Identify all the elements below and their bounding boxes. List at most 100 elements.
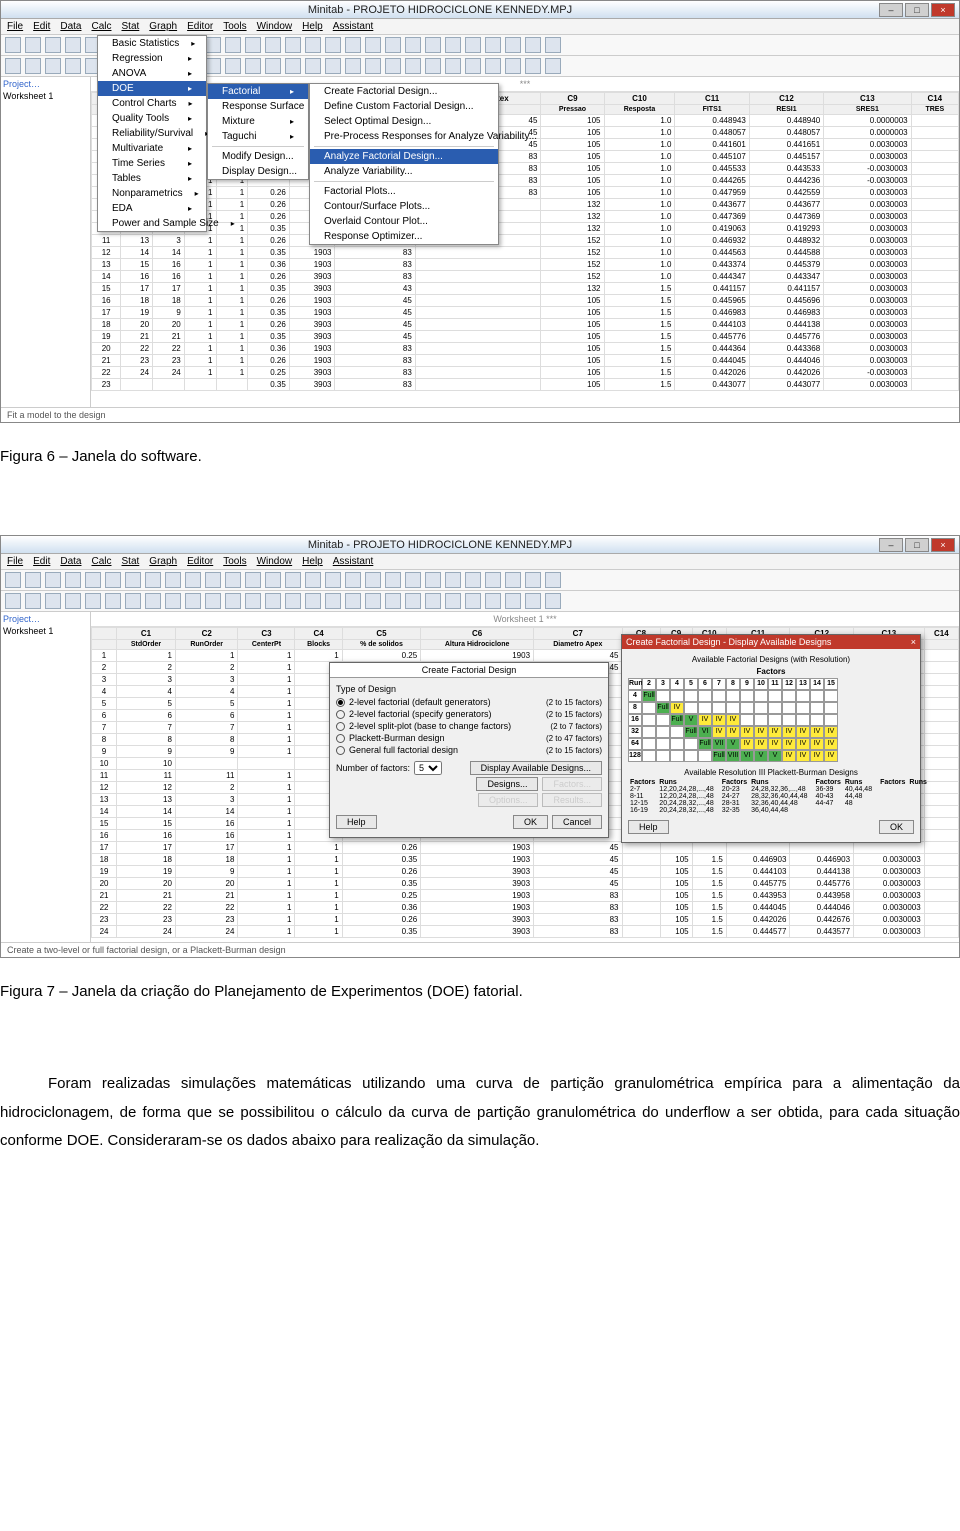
toolbar-icon[interactable] xyxy=(305,58,321,74)
menu-help[interactable]: Help xyxy=(302,21,323,32)
toolbar-icon[interactable] xyxy=(85,572,101,588)
toolbar-icon[interactable] xyxy=(225,58,241,74)
toolbar-icon[interactable] xyxy=(65,593,81,609)
toolbar-icon[interactable] xyxy=(245,572,261,588)
toolbar-icon[interactable] xyxy=(85,593,101,609)
menu-item[interactable]: Regression xyxy=(98,51,206,66)
menu-item[interactable]: Select Optimal Design... xyxy=(310,114,498,129)
menu-window[interactable]: Window xyxy=(257,556,293,567)
toolbar-icon[interactable] xyxy=(205,593,221,609)
close-icon[interactable]: × xyxy=(911,637,916,647)
menu-item[interactable]: Contour/Surface Plots... xyxy=(310,199,498,214)
menu-item[interactable]: Create Factorial Design... xyxy=(310,84,498,99)
toolbar-icon[interactable] xyxy=(5,572,21,588)
menu-item[interactable]: Power and Sample Size xyxy=(98,216,206,231)
toolbar-icon[interactable] xyxy=(125,572,141,588)
toolbar-icon[interactable] xyxy=(105,593,121,609)
toolbar-icon[interactable] xyxy=(165,593,181,609)
design-type-option[interactable]: General full factorial design(2 to 15 fa… xyxy=(336,745,602,755)
toolbar-icon[interactable] xyxy=(225,572,241,588)
toolbar-icon[interactable] xyxy=(385,58,401,74)
menu-item[interactable]: Tables xyxy=(98,171,206,186)
menu-edit[interactable]: Edit xyxy=(33,21,50,32)
menu-stat[interactable]: Stat xyxy=(122,556,140,567)
toolbar-icon[interactable] xyxy=(145,593,161,609)
menubar[interactable]: FileEditDataCalcStatGraphEditorToolsWind… xyxy=(1,554,959,570)
worksheet-item[interactable]: Worksheet 1 xyxy=(3,626,88,636)
toolbar-icon[interactable] xyxy=(45,37,61,53)
toolbar-icon[interactable] xyxy=(65,37,81,53)
toolbar-icon[interactable] xyxy=(485,58,501,74)
menu-data[interactable]: Data xyxy=(60,21,81,32)
toolbar-icon[interactable] xyxy=(5,37,21,53)
toolbar-icon[interactable] xyxy=(285,572,301,588)
menu-item[interactable]: Response Surface xyxy=(208,99,308,114)
toolbar-icon[interactable] xyxy=(25,572,41,588)
toolbar-icon[interactable] xyxy=(305,572,321,588)
help-button[interactable]: Help xyxy=(628,820,669,834)
toolbar-icon[interactable] xyxy=(305,37,321,53)
toolbar-icon[interactable] xyxy=(425,58,441,74)
toolbar-icon[interactable] xyxy=(265,572,281,588)
design-type-option[interactable]: Plackett-Burman design(2 to 47 factors) xyxy=(336,733,602,743)
close-icon[interactable]: × xyxy=(931,538,955,552)
toolbar-icon[interactable] xyxy=(25,58,41,74)
toolbar-icon[interactable] xyxy=(5,593,21,609)
menu-item[interactable]: Taguchi xyxy=(208,129,308,144)
toolbar-icon[interactable] xyxy=(385,37,401,53)
menu-file[interactable]: File xyxy=(7,21,23,32)
worksheet-item[interactable]: Worksheet 1 xyxy=(3,91,88,101)
menu-item[interactable]: Define Custom Factorial Design... xyxy=(310,99,498,114)
close-icon[interactable]: × xyxy=(931,3,955,17)
toolbar-icon[interactable] xyxy=(445,37,461,53)
numfactors-select[interactable]: 5 xyxy=(414,761,442,775)
menu-calc[interactable]: Calc xyxy=(91,21,111,32)
toolbar-icon[interactable] xyxy=(65,572,81,588)
toolbar-icon[interactable] xyxy=(525,37,541,53)
toolbar-icon[interactable] xyxy=(345,58,361,74)
menu-stat[interactable]: Stat xyxy=(122,21,140,32)
toolbar-icon[interactable] xyxy=(185,572,201,588)
toolbar-icon[interactable] xyxy=(385,572,401,588)
menu-item[interactable]: Basic Statistics xyxy=(98,36,206,51)
toolbar-icon[interactable] xyxy=(145,572,161,588)
toolbar-icon[interactable] xyxy=(365,572,381,588)
menu-item[interactable]: DOE xyxy=(98,81,206,96)
doe-submenu[interactable]: FactorialResponse SurfaceMixtureTaguchiM… xyxy=(207,83,309,180)
minimize-icon[interactable]: – xyxy=(879,538,903,552)
options-button[interactable]: Options... xyxy=(478,793,539,807)
maximize-icon[interactable]: □ xyxy=(905,3,929,17)
menu-data[interactable]: Data xyxy=(60,556,81,567)
toolbar-icon[interactable] xyxy=(345,37,361,53)
toolbar-icon[interactable] xyxy=(305,593,321,609)
maximize-icon[interactable]: □ xyxy=(905,538,929,552)
menu-file[interactable]: File xyxy=(7,556,23,567)
toolbar-icon[interactable] xyxy=(205,572,221,588)
project-header[interactable]: Project… xyxy=(3,79,88,89)
menu-item[interactable]: Control Charts xyxy=(98,96,206,111)
toolbar-icon[interactable] xyxy=(425,572,441,588)
factorial-submenu[interactable]: Create Factorial Design...Define Custom … xyxy=(309,83,499,245)
toolbar-icon[interactable] xyxy=(325,37,341,53)
toolbar-icon[interactable] xyxy=(205,58,221,74)
design-type-option[interactable]: 2-level factorial (specify generators)(2… xyxy=(336,709,602,719)
menu-edit[interactable]: Edit xyxy=(33,556,50,567)
toolbar-icon[interactable] xyxy=(45,58,61,74)
menu-item[interactable]: Pre-Process Responses for Analyze Variab… xyxy=(310,129,498,144)
toolbar-icon[interactable] xyxy=(265,37,281,53)
toolbar-icon[interactable] xyxy=(165,572,181,588)
menu-editor[interactable]: Editor xyxy=(187,21,213,32)
toolbar-icon[interactable] xyxy=(465,593,481,609)
toolbar-icon[interactable] xyxy=(505,593,521,609)
toolbar-icon[interactable] xyxy=(5,58,21,74)
menu-item[interactable]: Time Series xyxy=(98,156,206,171)
menu-item[interactable]: Factorial Plots... xyxy=(310,184,498,199)
toolbar-icon[interactable] xyxy=(365,593,381,609)
toolbar-icon[interactable] xyxy=(485,572,501,588)
menu-item[interactable]: Analyze Factorial Design... xyxy=(310,149,498,164)
toolbar-icon[interactable] xyxy=(505,572,521,588)
menu-item[interactable]: EDA xyxy=(98,201,206,216)
display-designs-button[interactable]: Display Available Designs... xyxy=(470,761,602,775)
results-button[interactable]: Results... xyxy=(542,793,602,807)
menu-window[interactable]: Window xyxy=(257,21,293,32)
